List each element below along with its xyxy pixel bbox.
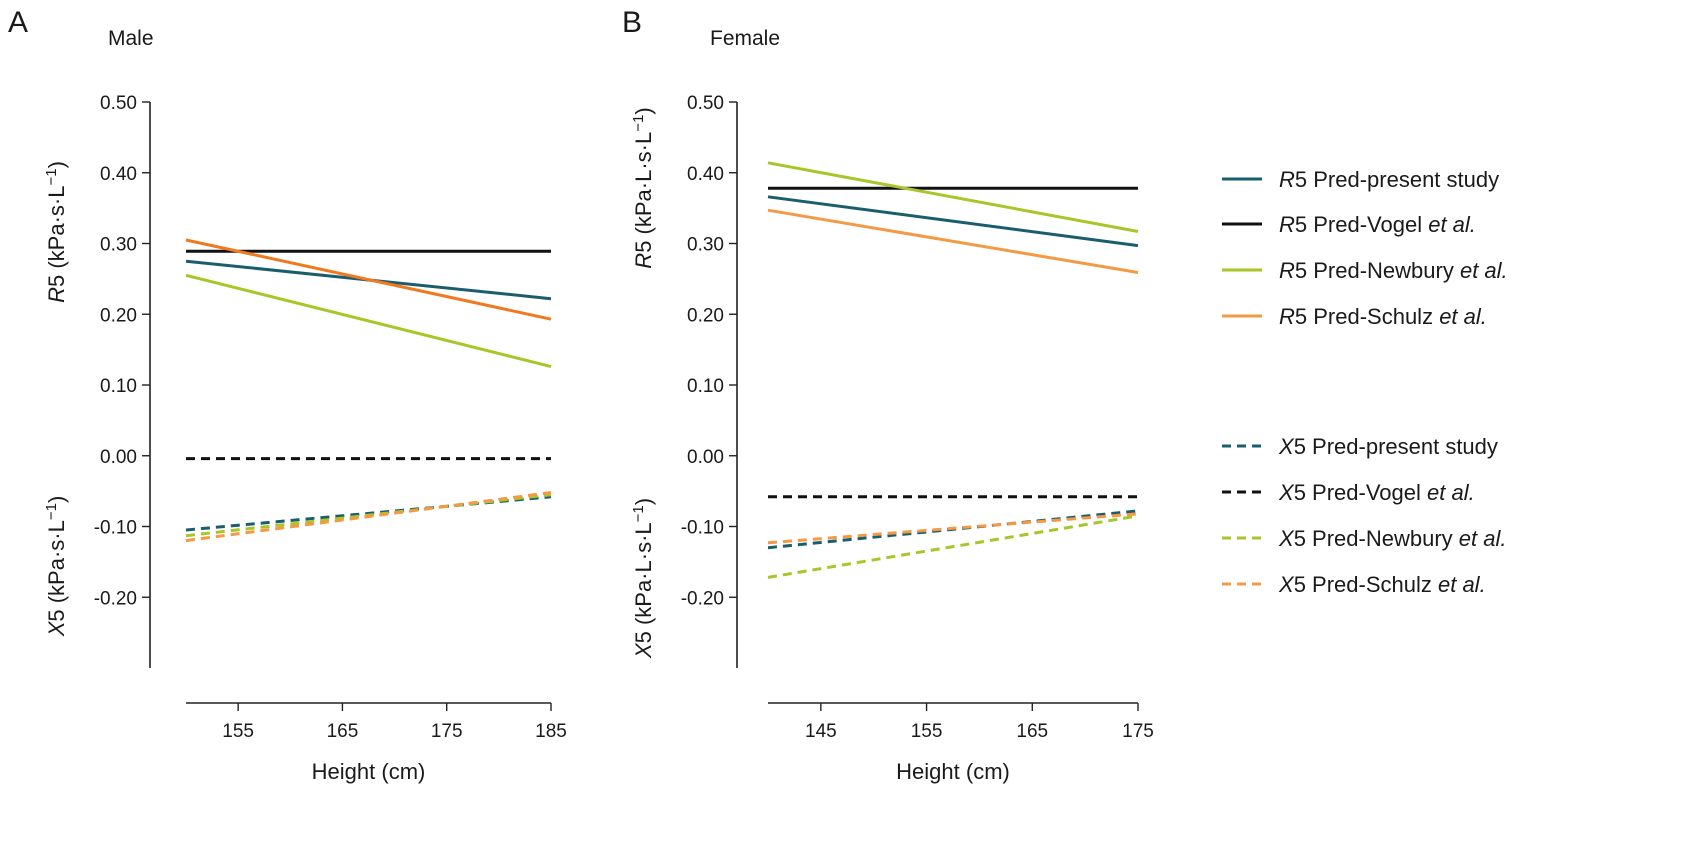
y-tick-label: 0.20 bbox=[687, 305, 724, 326]
x-tick-label: 185 bbox=[535, 721, 567, 742]
legend-label: R5 Pred-present study bbox=[1279, 167, 1499, 192]
y-tick-label: 0.40 bbox=[100, 164, 137, 185]
y-axis-title-r5: R5 (kPa·s·L−1) bbox=[43, 161, 70, 303]
y-tick-label: -0.10 bbox=[94, 518, 137, 539]
x-tick-label: 145 bbox=[805, 721, 837, 742]
x-tick-label: 175 bbox=[1122, 721, 1154, 742]
legend: R5 Pred-present study R5 Pred-Vogel et al… bbox=[1222, 167, 1508, 597]
x-tick-label: 155 bbox=[222, 721, 254, 742]
r5-pred-newbury-line bbox=[767, 161, 1139, 233]
y-tick-label: 0.50 bbox=[100, 93, 137, 114]
legend-label: X5 Pred-present study bbox=[1278, 434, 1498, 459]
y-tick-label: 0.10 bbox=[100, 376, 137, 397]
x5-pred-newbury-line bbox=[767, 514, 1139, 579]
y-tick-label: 0.30 bbox=[100, 235, 137, 256]
y-axis-title-r5: R5 (kPa·L·s·L−1) bbox=[630, 107, 657, 268]
r5-pred-schulz-line bbox=[767, 208, 1139, 274]
y-axis-title-x5: X5 (kPa·s·L−1) bbox=[43, 496, 70, 638]
legend-label: X5 Pred-Vogel et al. bbox=[1278, 480, 1475, 505]
panel-b-chart: B Female 0.50 0.40 0.30 0.20 0.10 0.00 -0.10 -0.2… bbox=[622, 6, 1154, 784]
x5-pred-present-study-line bbox=[185, 495, 552, 532]
legend-label: R5 Pred-Vogel et al. bbox=[1279, 212, 1476, 237]
x-tick-label: 165 bbox=[1016, 721, 1048, 742]
y-tick-label: -0.20 bbox=[94, 588, 137, 609]
y-tick-label: 0.10 bbox=[687, 376, 724, 397]
y-tick-label: 0.20 bbox=[100, 305, 137, 326]
x-axis-title: Height (cm) bbox=[896, 759, 1010, 784]
y-tick-label: 0.50 bbox=[687, 93, 724, 114]
r5-pred-schulz-line bbox=[185, 238, 552, 321]
r5-pred-newbury-line bbox=[185, 273, 552, 369]
legend-label: R5 Pred-Newbury et al. bbox=[1279, 258, 1508, 283]
panel-a-chart: A Male 0.50 0.40 0.30 0.20 0.10 0.00 -0.10 -0.20 1… bbox=[8, 6, 567, 784]
y-tick-label: 0.00 bbox=[100, 447, 137, 468]
r5-pred-present-study-line bbox=[767, 195, 1139, 248]
panel-letter: B bbox=[622, 6, 642, 39]
x5-pred-schulz-line bbox=[185, 491, 552, 543]
x5-pred-schulz-line bbox=[767, 512, 1139, 545]
legend-label: X5 Pred-Schulz et al. bbox=[1278, 572, 1486, 597]
y-axis-title-x5: X5 (kPa·L·s·L−1) bbox=[630, 498, 657, 659]
y-tick-label: 0.40 bbox=[687, 164, 724, 185]
x-tick-label: 175 bbox=[431, 721, 463, 742]
x-tick-label: 155 bbox=[911, 721, 943, 742]
y-tick-label: -0.10 bbox=[681, 518, 724, 539]
legend-label: R5 Pred-Schulz et al. bbox=[1279, 304, 1487, 329]
y-tick-label: -0.20 bbox=[681, 588, 724, 609]
legend-label: X5 Pred-Newbury et al. bbox=[1278, 526, 1506, 551]
y-tick-label: 0.00 bbox=[687, 447, 724, 468]
panel-title: Male bbox=[108, 27, 154, 50]
y-tick-label: 0.30 bbox=[687, 235, 724, 256]
x-axis-title: Height (cm) bbox=[312, 759, 426, 784]
panel-letter: A bbox=[8, 6, 28, 39]
x-tick-label: 165 bbox=[327, 721, 359, 742]
panel-title: Female bbox=[710, 27, 780, 50]
